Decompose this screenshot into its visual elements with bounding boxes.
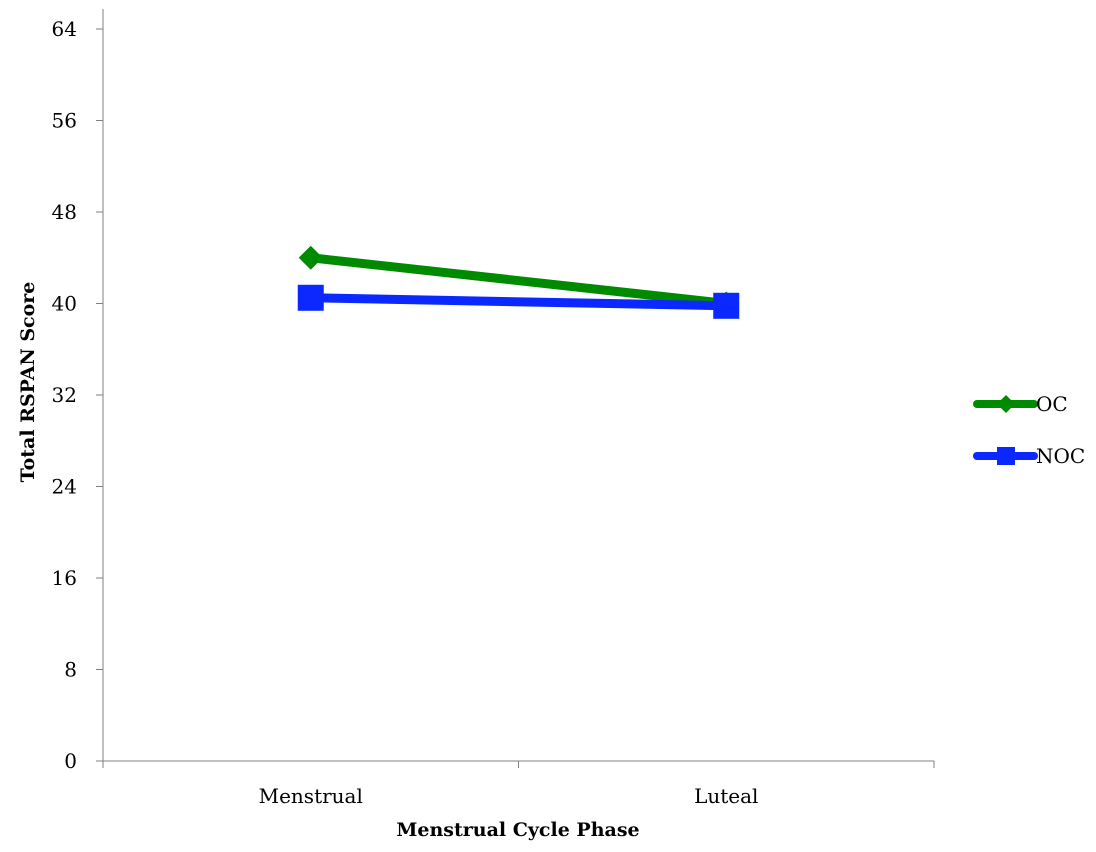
y-tick-label: 16 [52, 566, 77, 590]
y-axis-title: Total RSPAN Score [17, 282, 39, 483]
series-line [310, 293, 727, 311]
y-tick-label: 24 [52, 475, 77, 499]
y-tick-label: 0 [64, 749, 77, 773]
x-tick-label: Luteal [694, 784, 758, 808]
data-point [297, 284, 324, 311]
y-tick-label: 32 [52, 383, 77, 407]
data-point [713, 292, 740, 319]
series-layer [297, 245, 740, 319]
series-noc [297, 284, 740, 319]
legend-label: NOC [1036, 444, 1085, 468]
y-tick-label: 40 [52, 292, 77, 316]
legend: OC NOC [973, 392, 1085, 468]
x-axis-title: Menstrual Cycle Phase [396, 819, 639, 841]
legend-label: OC [1036, 392, 1068, 416]
x-tick-label: Menstrual [259, 784, 363, 808]
legend-item: NOC [973, 444, 1085, 468]
y-tick-label: 8 [64, 658, 77, 682]
y-axis: 0 8 16 24 32 40 48 56 64 [52, 9, 104, 773]
data-point [298, 245, 323, 270]
y-tick-label: 64 [52, 17, 77, 41]
legend-marker [997, 447, 1015, 465]
legend-marker [997, 395, 1015, 413]
legend-item: OC [973, 392, 1068, 416]
y-tick-label: 56 [52, 109, 77, 133]
series-line [310, 253, 727, 308]
x-axis: Menstrual Luteal [102, 760, 935, 808]
y-tick-label: 48 [52, 200, 77, 224]
